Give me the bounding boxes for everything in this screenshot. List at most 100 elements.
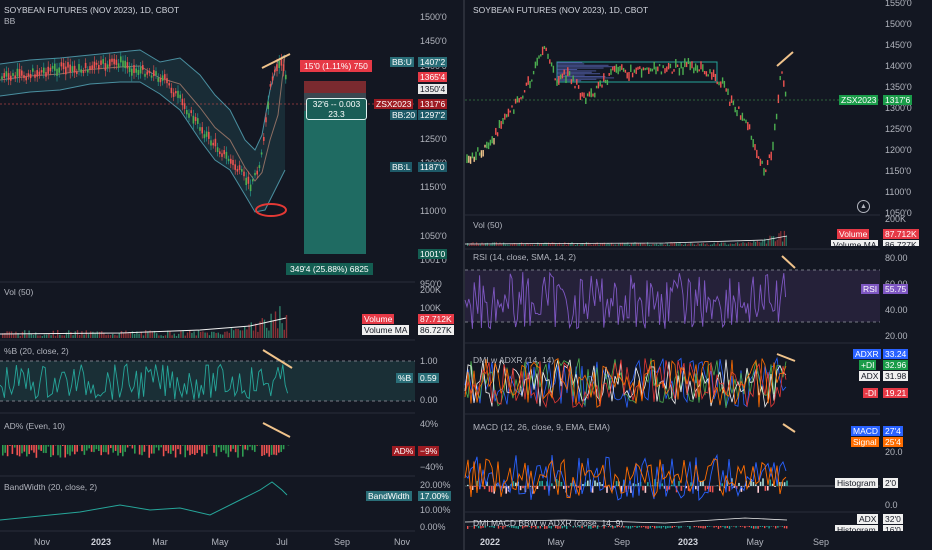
right-volume-bar (578, 244, 580, 246)
right-vol-axis-200k: 200K (885, 214, 907, 224)
right-volume-bar (780, 231, 782, 246)
right-volume-bar (681, 244, 683, 246)
right-candle (619, 65, 621, 72)
price-candle (186, 110, 188, 115)
bottom-hist-bar (634, 526, 636, 527)
measure-bottom-label[interactable]: 349'4 (25.88%) 6825 (286, 263, 373, 275)
right-volume-bar (776, 239, 778, 246)
right-volume-bar (756, 240, 758, 246)
left-bb-legend: BB (4, 16, 16, 26)
measure-mid-box[interactable]: 32'6 -- 0.003 23.3 (306, 98, 367, 120)
ad-bar (59, 445, 62, 458)
right-candle (514, 98, 517, 104)
bottom-hist-bar (566, 526, 568, 529)
bb-upper (0, 49, 286, 151)
price-candle (172, 92, 175, 97)
volume-bar (21, 331, 24, 338)
measure-top-label[interactable]: 15'0 (1.11%) 750 (300, 60, 372, 72)
right-alert-icon[interactable]: ▲ (857, 200, 870, 213)
volume-bar (4, 333, 6, 338)
right-price-label-7: 1200'0 (885, 145, 912, 155)
right-price-label-1: 1500'0 (885, 19, 912, 29)
right-candle (520, 96, 522, 100)
ad-bar (172, 445, 174, 451)
price-candle (91, 65, 93, 70)
right-candle (624, 69, 627, 73)
right-price-label-9: 1100'0 (885, 187, 912, 197)
macd-hist-bar (709, 486, 711, 492)
macd-hist-bar (625, 486, 627, 493)
right-volume-bar (477, 243, 479, 246)
volume-bar (189, 330, 191, 338)
price-trend-annotation (261, 53, 291, 69)
ad-bar (254, 445, 256, 452)
left-ad-title: AD% (Even, 10) (4, 421, 65, 431)
left-chart[interactable]: SOYBEAN FUTURES (NOV 2023), 1D, CBOT BB … (0, 0, 462, 550)
price-candle (190, 110, 192, 114)
bottom-hist-bar (539, 526, 541, 529)
measure-mid-line2: 23.3 (328, 109, 345, 119)
left-pctb-name: %B (396, 373, 414, 383)
right-candle (466, 154, 468, 164)
right-candle (626, 72, 628, 79)
bottom-hist-bar (761, 526, 764, 527)
right-adx-val: 31.98 (883, 371, 909, 381)
volume-bar (277, 328, 279, 338)
ad-bar (122, 445, 124, 457)
right-price-label-3: 1400'0 (885, 61, 912, 71)
macd-hist-bar (762, 478, 764, 486)
volume-bar (10, 331, 13, 338)
ad-bar (129, 445, 131, 446)
right-volume-bar (769, 235, 771, 246)
right-chart-canvas[interactable] (464, 0, 932, 550)
bottom-hist-bar (735, 526, 737, 528)
price-candle (179, 94, 181, 99)
volume-profile-bar (557, 66, 615, 68)
volume-bar (138, 333, 140, 338)
volume-bar (182, 330, 184, 338)
price-candle (177, 90, 179, 98)
right-chart[interactable]: SOYBEAN FUTURES (NOV 2023), 1D, CBOT 155… (464, 0, 932, 550)
price-candle (278, 60, 280, 69)
volume-bar (266, 327, 268, 338)
low-highlight-ellipse (255, 203, 287, 217)
price-candle (47, 66, 49, 74)
volume-bar (200, 331, 202, 338)
bottom-hist-bar (678, 526, 680, 529)
price-candle (274, 69, 276, 73)
macd-hist-bar (666, 486, 668, 492)
bottom-hist-bar (693, 526, 695, 528)
ad-bar (33, 445, 35, 453)
chart-divider[interactable] (463, 0, 465, 550)
left-bbl-name-tag: BB:L (390, 162, 413, 172)
price-candle (258, 165, 261, 169)
macd-hist-bar (512, 481, 515, 486)
right-volume-bar (585, 242, 587, 246)
volume-bar (50, 335, 52, 338)
price-candle (133, 65, 135, 73)
volume-bar (83, 334, 85, 338)
right-volume-bar (470, 242, 472, 246)
price-candle (104, 63, 107, 71)
right-candle (518, 98, 520, 103)
left-vol-title: Vol (50) (4, 287, 34, 297)
right-candle (752, 139, 754, 148)
right-volume-bar (569, 243, 571, 246)
left-volume-name: Volume (362, 314, 395, 324)
macd-hist-bar (750, 478, 752, 486)
right-candle (689, 62, 691, 71)
volume-bar (147, 331, 149, 338)
volume-bar (59, 334, 61, 338)
right-volume-bar (760, 242, 762, 246)
ad-bar (230, 445, 232, 452)
right-candle (774, 123, 776, 131)
right-candle (491, 136, 493, 144)
bottom-hist-bar (777, 526, 779, 528)
price-candle (67, 62, 69, 68)
right-candle (547, 53, 549, 59)
ad-bar (38, 445, 40, 450)
price-candle (260, 152, 263, 155)
ad-bar (50, 445, 52, 458)
price-candle (139, 67, 142, 74)
left-chart-canvas[interactable] (0, 0, 462, 550)
